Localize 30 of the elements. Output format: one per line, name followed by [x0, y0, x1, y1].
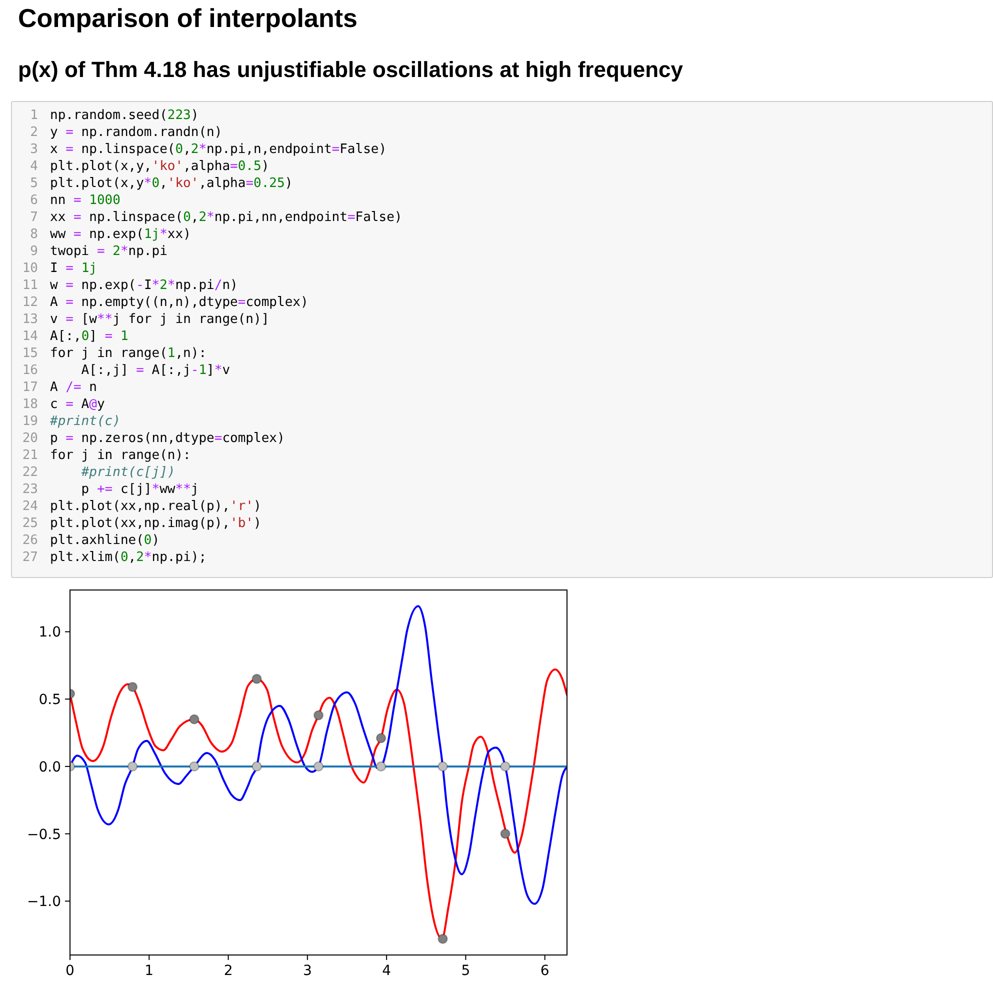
point: [127, 682, 138, 692]
point: [438, 761, 448, 772]
chart-title: Comparison of interpolants: [18, 3, 358, 34]
point: [313, 761, 324, 772]
x-tick-label: 4: [382, 962, 392, 979]
point: [313, 710, 324, 720]
point: [252, 761, 262, 772]
chart-subtitle: p(x) of Thm 4.18 has unjustifiable oscillations at high frequency: [18, 57, 683, 83]
x-tick-label: 6: [540, 962, 550, 979]
y-tick-label: −0.5: [27, 826, 61, 843]
x-tick-label: 1: [144, 962, 154, 979]
point: [376, 733, 386, 744]
point: [189, 714, 200, 724]
line-series: [70, 605, 567, 905]
x-tick-label: 3: [302, 962, 312, 979]
point: [376, 761, 386, 772]
point: [438, 934, 448, 944]
x-tick-label: 0: [66, 962, 74, 979]
y-tick-label: −1.0: [27, 894, 61, 910]
x-tick-label: 5: [461, 962, 470, 979]
y-tick-label: 0.0: [38, 759, 61, 776]
point: [189, 761, 200, 772]
code-panel: 1 np.random.seed(223) 2 y = np.random.randn(n) 3 x = np.linspace(0,2*np.pi,n,endpoint=False) 4 plt.plot(x,y,'ko',alpha=0.5) 5 plt.plot(x,y*0,'ko',alpha=0.25) 6 nn = 1000 7 xx = np.linspace(0,2*np.pi,nn,endpoint=False) 8 ww = np.exp(1j*xx) 9 twopi = 2*np.pi 10 I = 1j 11 w = np.exp(-I*2*np.pi/n) 12 A = np.empty((n,n),dtype=complex) 13 v = [w**j for j in range(n)] 14 A[:,0] = 1 15 for j in range(1,n): 16 A[:,j] = A[:,j-1]*v 17 A /= n 18 c = A@y 19 #print(c) 20 p = np.zeros(nn,dtype=complex) 21 for j in range(n): 22 #print(c[j]) 23 p += c[j]*ww**j 24 plt.plot(xx,np.real(p),'r') 25 plt.plot(xx,np.imag(p),'b') 26 plt.axhline(0) 27 plt.xlim(0,2*np.pi);: [11, 101, 993, 578]
point: [127, 761, 138, 772]
y-tick-label: 0.5: [38, 692, 61, 708]
point: [500, 761, 510, 772]
point: [500, 828, 510, 839]
point: [252, 674, 262, 684]
x-tick-label: 2: [224, 962, 233, 979]
y-tick-label: 1.0: [38, 624, 61, 641]
